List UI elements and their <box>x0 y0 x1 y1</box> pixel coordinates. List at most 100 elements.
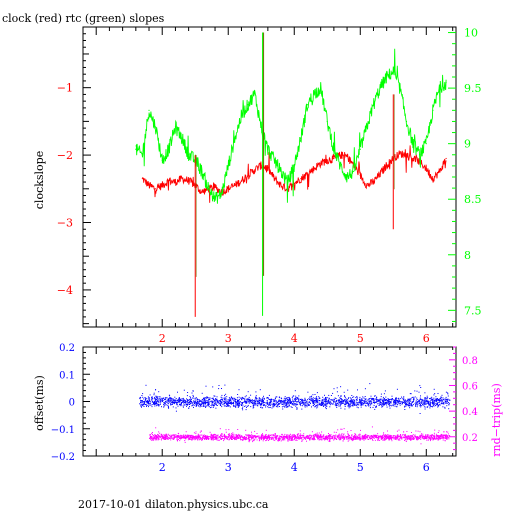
scatter-point-offset <box>237 403 239 405</box>
scatter-point-offset <box>261 400 263 402</box>
scatter-point-offset <box>347 405 349 407</box>
scatter-point-rnd-trip <box>260 438 262 440</box>
scatter-point-rnd-trip <box>229 438 231 440</box>
scatter-point-rnd-trip <box>325 436 327 438</box>
scatter-point-offset <box>306 400 308 402</box>
scatter-point-offset <box>371 402 372 404</box>
scatter-point-rnd-trip <box>377 433 379 435</box>
bottom-y-tick-label: 0.1 <box>59 370 75 381</box>
scatter-point-rnd-trip <box>248 438 249 440</box>
scatter-point-offset <box>395 399 396 401</box>
scatter-point-rnd-trip <box>436 435 438 437</box>
scatter-point-rnd-trip <box>223 438 225 440</box>
scatter-point-offset <box>419 397 421 399</box>
scatter-point-offset <box>405 399 406 401</box>
scatter-point-offset <box>285 402 287 404</box>
scatter-point-offset <box>245 400 247 402</box>
scatter-point-rnd-trip <box>298 433 300 435</box>
scatter-point-rnd-trip <box>258 440 260 442</box>
scatter-point-rnd-trip <box>151 432 153 433</box>
scatter-point-rnd-trip <box>155 434 156 436</box>
scatter-point-offset <box>439 404 441 406</box>
scatter-point-offset <box>439 399 440 401</box>
scatter-point-offset <box>187 392 189 393</box>
scatter-point-offset <box>298 398 300 400</box>
scatter-point-rnd-trip <box>317 437 319 439</box>
scatter-point-offset <box>278 396 280 398</box>
scatter-point-offset <box>161 401 163 402</box>
scatter-point-offset <box>348 405 350 407</box>
scatter-point-rnd-trip <box>168 435 170 437</box>
scatter-point-offset <box>430 402 432 404</box>
scatter-point-offset <box>368 400 370 402</box>
scatter-point-rnd-trip <box>254 436 256 438</box>
scatter-point-offset <box>432 399 434 401</box>
scatter-point-offset <box>438 404 440 406</box>
scatter-point-offset <box>271 399 273 400</box>
scatter-point-offset <box>447 399 449 401</box>
scatter-point-offset <box>408 405 410 407</box>
scatter-point-rnd-trip <box>206 439 207 440</box>
scatter-point-rnd-trip <box>323 438 324 440</box>
scatter-point-offset <box>187 404 189 406</box>
scatter-point-rnd-trip <box>194 438 196 440</box>
scatter-point-rnd-trip <box>312 438 314 440</box>
scatter-point-offset <box>429 407 431 409</box>
scatter-point-offset <box>266 403 268 405</box>
series-point-rtc <box>359 148 361 150</box>
scatter-point-offset <box>163 406 165 408</box>
scatter-point-offset <box>295 398 297 400</box>
scatter-point-offset <box>224 384 226 386</box>
scatter-point-offset <box>227 403 228 405</box>
scatter-point-rnd-trip <box>286 436 288 438</box>
scatter-point-offset <box>323 399 325 401</box>
scatter-point-rnd-trip <box>393 435 395 437</box>
scatter-point-offset <box>177 405 179 407</box>
scatter-point-offset <box>252 405 254 406</box>
scatter-point-offset <box>177 402 179 404</box>
scatter-point-rnd-trip <box>346 436 348 438</box>
scatter-point-offset <box>170 401 172 403</box>
scatter-point-rnd-trip <box>342 435 344 437</box>
scatter-point-rnd-trip <box>294 435 296 436</box>
scatter-point-rnd-trip <box>245 429 247 431</box>
scatter-point-offset <box>395 402 397 404</box>
scatter-point-offset <box>338 401 340 403</box>
scatter-point-offset <box>196 401 198 403</box>
scatter-point-offset <box>154 401 156 403</box>
scatter-point-rnd-trip <box>182 435 184 437</box>
scatter-point-rnd-trip <box>256 439 258 441</box>
scatter-point-rnd-trip <box>317 436 319 438</box>
scatter-point-offset <box>271 407 273 409</box>
scatter-point-offset <box>166 397 168 399</box>
scatter-point-rnd-trip <box>388 435 389 437</box>
scatter-point-offset <box>144 397 146 398</box>
scatter-point-rnd-trip <box>231 433 233 435</box>
scatter-point-rnd-trip <box>425 436 427 438</box>
scatter-point-offset <box>382 401 384 403</box>
scatter-point-rnd-trip <box>274 436 276 438</box>
scatter-point-offset <box>302 400 304 402</box>
scatter-point-offset <box>328 401 330 403</box>
scatter-point-offset <box>243 401 245 403</box>
scatter-point-rnd-trip <box>308 437 310 439</box>
scatter-point-rnd-trip <box>262 436 264 438</box>
bottom-x-tick-label: 3 <box>225 461 232 474</box>
scatter-point-rnd-trip <box>151 438 153 439</box>
scatter-point-offset <box>157 401 159 403</box>
scatter-point-rnd-trip <box>435 438 437 440</box>
scatter-point-rnd-trip <box>438 430 440 432</box>
scatter-point-rnd-trip <box>421 435 423 437</box>
scatter-point-offset <box>272 406 274 408</box>
scatter-point-offset <box>348 397 350 399</box>
scatter-point-offset <box>395 399 397 401</box>
scatter-point-offset <box>259 404 261 406</box>
scatter-point-offset <box>359 398 361 400</box>
scatter-point-offset <box>270 399 272 401</box>
scatter-point-offset <box>294 398 296 400</box>
scatter-point-rnd-trip <box>284 439 286 441</box>
scatter-point-rnd-trip <box>158 435 160 437</box>
scatter-point-rnd-trip <box>363 437 365 439</box>
scatter-point-rnd-trip <box>325 438 327 440</box>
scatter-point-rnd-trip <box>341 435 343 437</box>
